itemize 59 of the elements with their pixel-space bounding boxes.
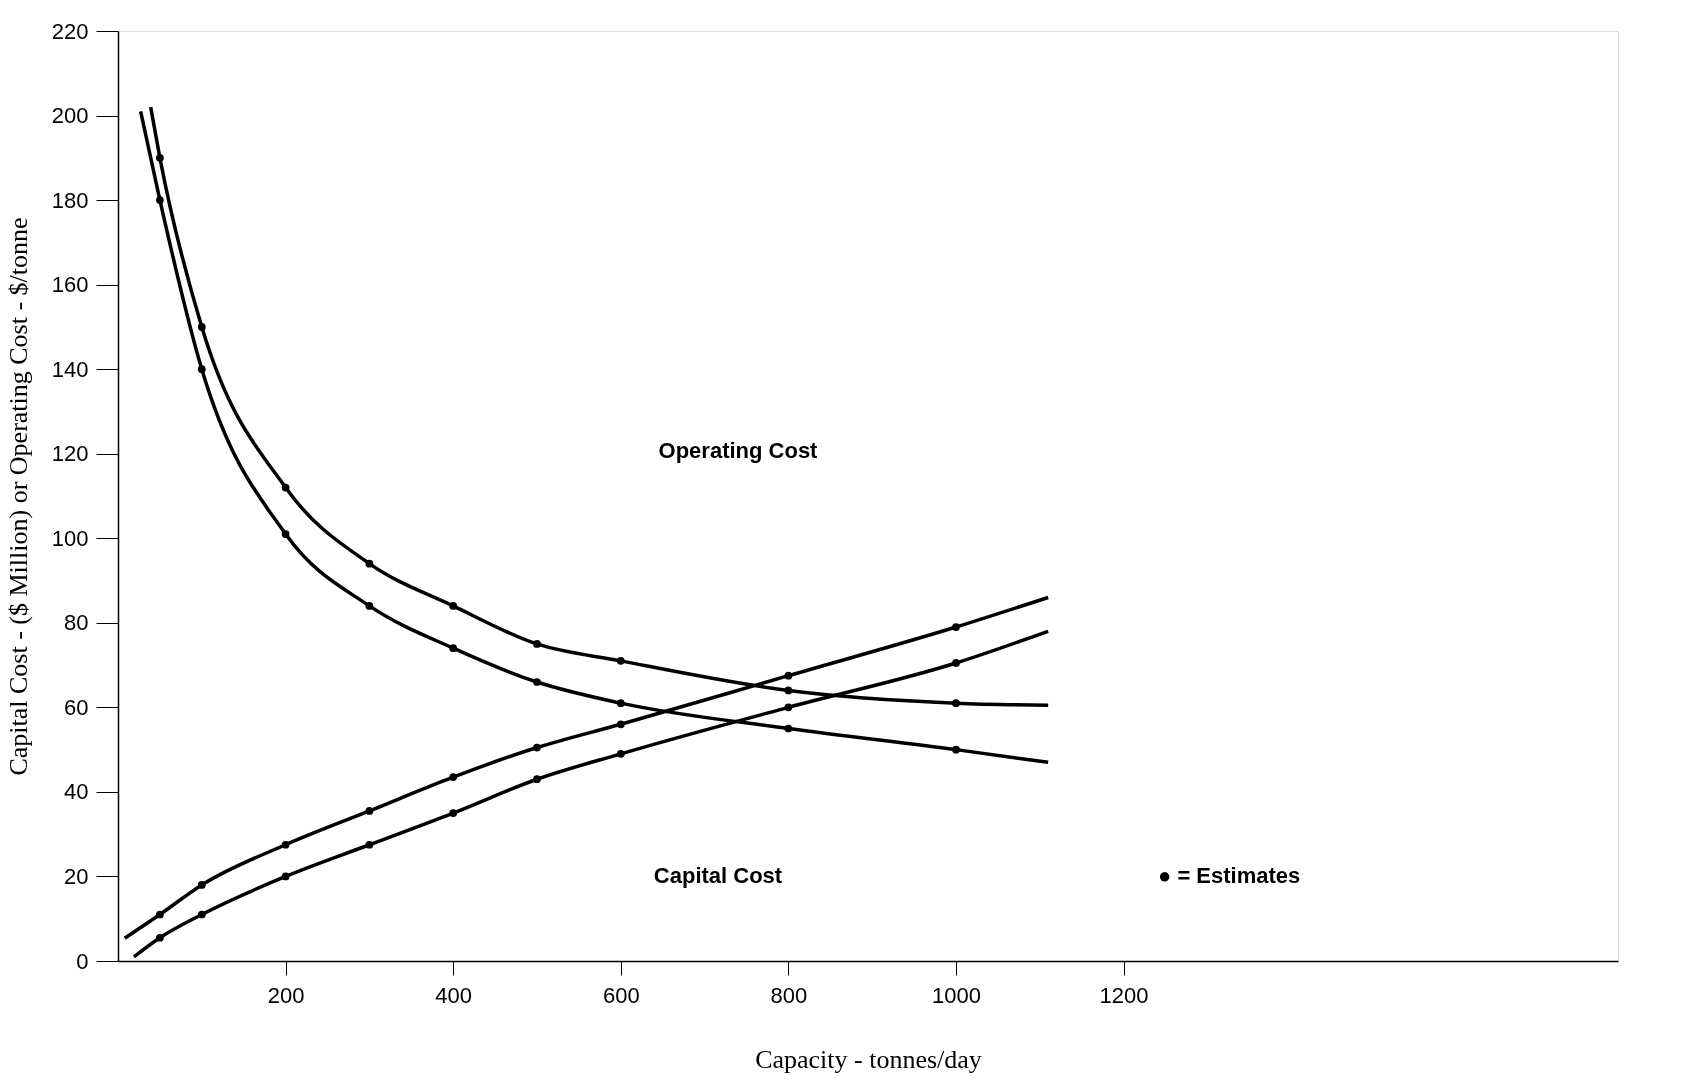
point	[365, 602, 374, 610]
point	[281, 840, 290, 849]
y-tick-label: 120	[51, 441, 89, 467]
point	[365, 559, 374, 568]
x-tick-label: 1200	[1099, 982, 1149, 1008]
point	[449, 602, 458, 610]
point	[533, 640, 541, 648]
x-tick-label: 200	[267, 982, 305, 1008]
point	[197, 365, 206, 374]
point	[533, 775, 541, 784]
point	[156, 153, 164, 162]
point	[952, 699, 960, 707]
y-tick-label: 80	[64, 610, 89, 636]
y-tick-label: 0	[76, 948, 89, 974]
x-tick-label: 800	[770, 982, 808, 1008]
point	[281, 530, 290, 538]
y-tick-label: 200	[51, 103, 89, 129]
point	[365, 807, 374, 815]
y-tick-label: 220	[51, 18, 89, 44]
annotation: Operating Cost	[658, 438, 819, 463]
point	[616, 750, 625, 758]
point	[533, 743, 541, 752]
point	[952, 623, 960, 631]
point	[449, 773, 458, 781]
annotation: ● = Estimates	[1158, 863, 1301, 888]
point	[156, 196, 164, 204]
point	[952, 659, 960, 667]
y-tick-label: 160	[51, 272, 89, 298]
annotation: Capital Cost	[653, 863, 783, 888]
point	[197, 910, 206, 919]
point	[784, 686, 793, 695]
point	[616, 657, 625, 665]
point	[197, 881, 206, 889]
point	[952, 745, 960, 754]
point	[784, 724, 793, 733]
y-tick-label: 140	[51, 356, 89, 382]
point	[281, 872, 290, 881]
x-tick-label: 600	[602, 982, 640, 1008]
point	[533, 678, 541, 686]
point	[197, 323, 206, 331]
point	[156, 933, 164, 942]
point	[784, 671, 793, 680]
point	[365, 840, 374, 849]
point	[784, 703, 793, 712]
y-tick-label: 20	[64, 863, 89, 889]
point	[616, 699, 625, 707]
point	[156, 910, 164, 919]
point	[449, 809, 458, 817]
y-tick-label: 100	[51, 525, 89, 551]
point	[449, 644, 458, 653]
y-tick-label: 180	[51, 187, 89, 213]
point	[616, 720, 625, 729]
x-tick-label: 1000	[932, 982, 981, 1008]
y-tick-label: 60	[64, 694, 89, 720]
y-axis-title: Capital Cost - ($ Million) or Operating Cost - $/tonne	[3, 217, 33, 776]
y-tick-label: 40	[64, 779, 89, 805]
x-tick-label: 400	[435, 982, 473, 1008]
x-axis-title: Capacity - tonnes/day	[755, 1044, 982, 1074]
point	[281, 483, 290, 492]
